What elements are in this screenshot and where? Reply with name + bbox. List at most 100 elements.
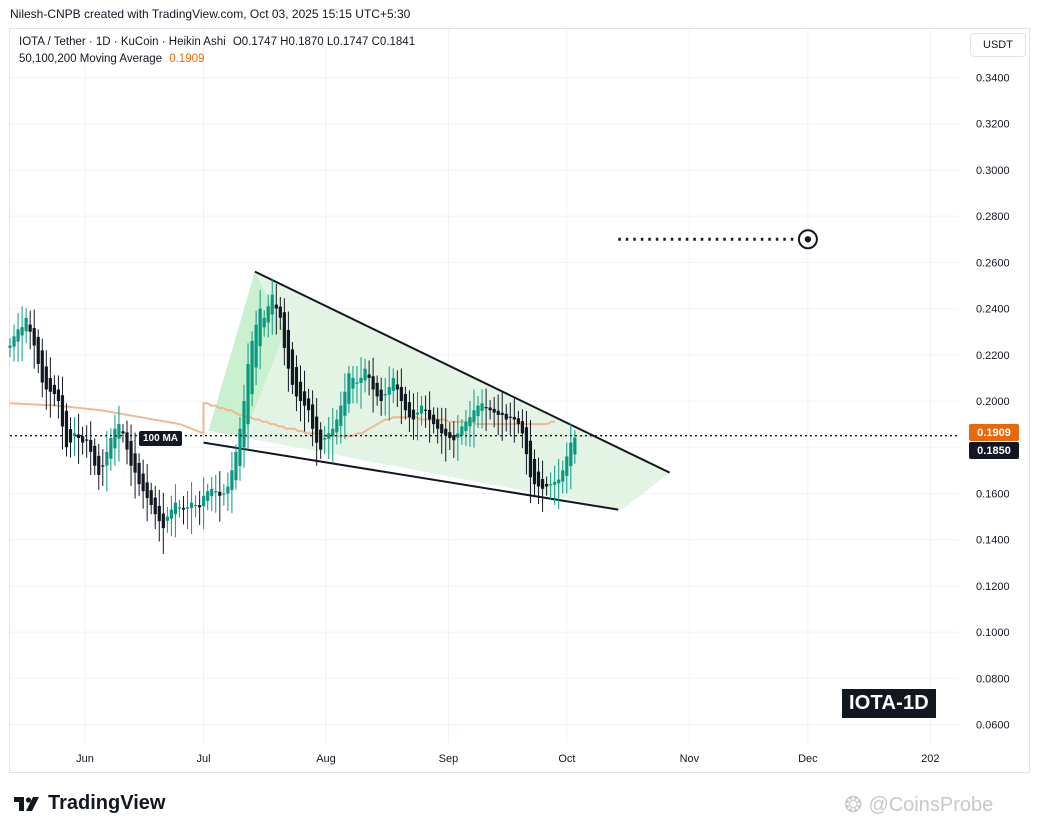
- candle: [359, 357, 363, 409]
- candle: [246, 343, 250, 451]
- candle-body: [319, 429, 323, 450]
- watermark-text: @CoinsProbe: [868, 793, 994, 816]
- candle: [339, 391, 343, 444]
- candle: [383, 377, 387, 416]
- y-tick-label: 0.0800: [976, 673, 1010, 685]
- candle-body: [165, 516, 169, 521]
- candle-body: [52, 384, 56, 395]
- candle: [129, 424, 133, 487]
- candle-body: [254, 324, 258, 368]
- wedge-area: [208, 271, 670, 510]
- candle-body: [504, 413, 508, 420]
- candle: [72, 417, 77, 457]
- candle: [464, 409, 468, 446]
- y-tick-label: 0.0600: [976, 720, 1010, 732]
- candle-body: [169, 509, 173, 519]
- candle: [81, 426, 85, 455]
- candle: [121, 423, 125, 443]
- candle-body: [157, 505, 161, 522]
- candle-body: [81, 436, 85, 443]
- candle: [327, 417, 331, 460]
- candle-body: [500, 412, 504, 415]
- moving-average-line: [9, 402, 556, 437]
- candle-body: [177, 507, 182, 509]
- candle-body: [193, 505, 198, 507]
- candle-body: [436, 419, 440, 429]
- candle-body: [407, 402, 412, 418]
- candle: [302, 370, 307, 432]
- legend-symbol: IOTA / Tether · 1D · KuCoin · Heikin Ash…: [19, 36, 226, 48]
- candle: [411, 393, 416, 440]
- candle: [85, 425, 89, 458]
- chart-credit: Nilesh-CNPB created with TradingView.com…: [10, 7, 411, 21]
- y-tick-label: 0.2400: [976, 304, 1010, 316]
- candle-body: [294, 367, 299, 397]
- candle-body: [302, 391, 307, 406]
- candle: [64, 403, 69, 457]
- candle: [262, 310, 266, 337]
- candle-body: [310, 404, 315, 429]
- candle: [557, 458, 561, 510]
- candle-body: [48, 377, 52, 392]
- candle: [282, 298, 286, 366]
- candle-body: [323, 437, 327, 440]
- tradingview-logo[interactable]: TradingView: [12, 792, 165, 815]
- legend-ma-row[interactable]: 50,100,200 Moving Average 0.1909: [19, 51, 415, 68]
- candle-body: [40, 350, 44, 383]
- candle: [24, 308, 28, 344]
- candle-body: [468, 417, 472, 427]
- candle: [206, 483, 210, 511]
- candle-body: [16, 329, 20, 342]
- candle: [347, 365, 351, 414]
- candle-body: [60, 395, 65, 427]
- candle-body: [181, 507, 186, 510]
- coinsprobe-icon: ❂: [844, 792, 863, 817]
- candle-body: [359, 377, 363, 383]
- candle: [181, 496, 186, 525]
- candle-body: [278, 306, 282, 318]
- candle-body: [452, 435, 456, 441]
- candle-body: [202, 495, 206, 507]
- candle-body: [242, 401, 246, 448]
- candle: [40, 338, 44, 398]
- candle-body: [395, 384, 399, 390]
- candle-body: [428, 409, 432, 420]
- candle-body: [109, 437, 113, 459]
- overlays: [10, 229, 958, 437]
- candle: [60, 376, 65, 450]
- candle: [512, 398, 516, 443]
- candle-body: [516, 418, 520, 425]
- candle: [93, 438, 97, 475]
- candle: [242, 384, 246, 468]
- ma-100-line: [9, 402, 556, 437]
- candle-body: [549, 484, 553, 486]
- candle-body: [315, 416, 319, 443]
- candle: [157, 489, 161, 542]
- candle-body: [375, 382, 379, 397]
- candle: [113, 414, 117, 466]
- candle-body: [432, 414, 436, 425]
- candle: [254, 310, 258, 386]
- candle: [355, 366, 359, 404]
- candle-body: [214, 491, 218, 493]
- candles: [8, 278, 577, 554]
- candle-body: [472, 410, 476, 422]
- candle-body: [121, 431, 125, 434]
- candle-body: [137, 462, 141, 485]
- candle: [189, 481, 194, 534]
- candle: [250, 331, 254, 407]
- legend-ma-label: 50,100,200 Moving Average: [19, 53, 163, 65]
- candle: [48, 357, 52, 418]
- candle-body: [545, 483, 549, 487]
- candle-body: [8, 345, 12, 348]
- currency-button[interactable]: USDT: [970, 33, 1026, 57]
- candle: [448, 422, 452, 451]
- candle: [310, 390, 315, 447]
- candle: [274, 283, 278, 335]
- candle-body: [557, 479, 561, 484]
- candle-body: [76, 434, 81, 438]
- candle: [407, 390, 412, 432]
- y-tick-label: 0.2600: [976, 257, 1010, 269]
- candle: [44, 350, 48, 410]
